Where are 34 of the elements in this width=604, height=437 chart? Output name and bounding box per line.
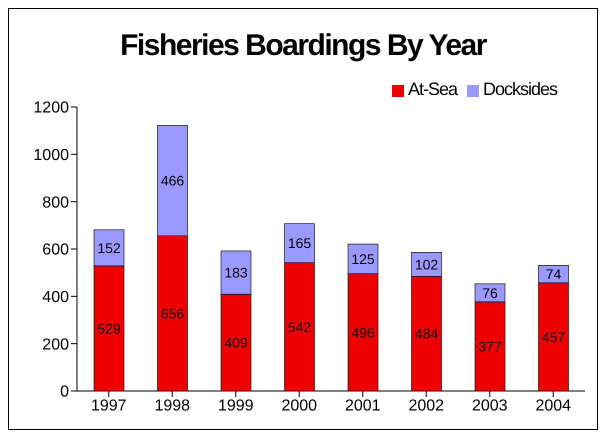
chart-title: Fisheries Boardings By Year	[119, 29, 488, 63]
data-label: 76	[482, 284, 498, 301]
x-tick-label: 1999	[218, 397, 254, 414]
data-label: 102	[414, 256, 438, 272]
y-tick-label: 200	[42, 336, 70, 354]
y-tick-label: 800	[42, 194, 70, 212]
x-tick-label: 2002	[408, 397, 444, 414]
data-label: 152	[97, 240, 121, 256]
x-tick-label: 2001	[344, 397, 381, 414]
x-tick-label: 2000	[281, 397, 318, 414]
x-tick-label: 1998	[154, 397, 190, 414]
legend-label: Docksides	[482, 79, 557, 99]
data-label: 496	[351, 324, 375, 340]
y-tick-label: 400	[42, 289, 70, 306]
y-tick-label: 1000	[33, 147, 70, 164]
x-tick-label: 2004	[535, 397, 572, 414]
data-label: 484	[414, 326, 438, 342]
data-label: 409	[224, 334, 248, 351]
data-label: 457	[542, 328, 566, 345]
data-label: 656	[160, 305, 184, 322]
y-tick-label: 600	[42, 242, 70, 259]
x-tick-label: 1997	[90, 397, 127, 414]
data-label: 466	[160, 172, 184, 189]
data-label: 377	[478, 338, 502, 354]
data-label: 542	[288, 318, 312, 335]
data-label: 183	[224, 264, 248, 281]
data-label: 529	[97, 320, 121, 336]
data-label: 125	[351, 250, 375, 267]
x-tick-label: 2003	[472, 397, 508, 414]
y-tick-label: 1200	[33, 100, 70, 117]
legend-label: At-Sea	[408, 79, 457, 99]
data-label: 74	[546, 266, 562, 282]
data-label: 165	[288, 235, 312, 252]
y-tick-label: 0	[60, 384, 70, 401]
